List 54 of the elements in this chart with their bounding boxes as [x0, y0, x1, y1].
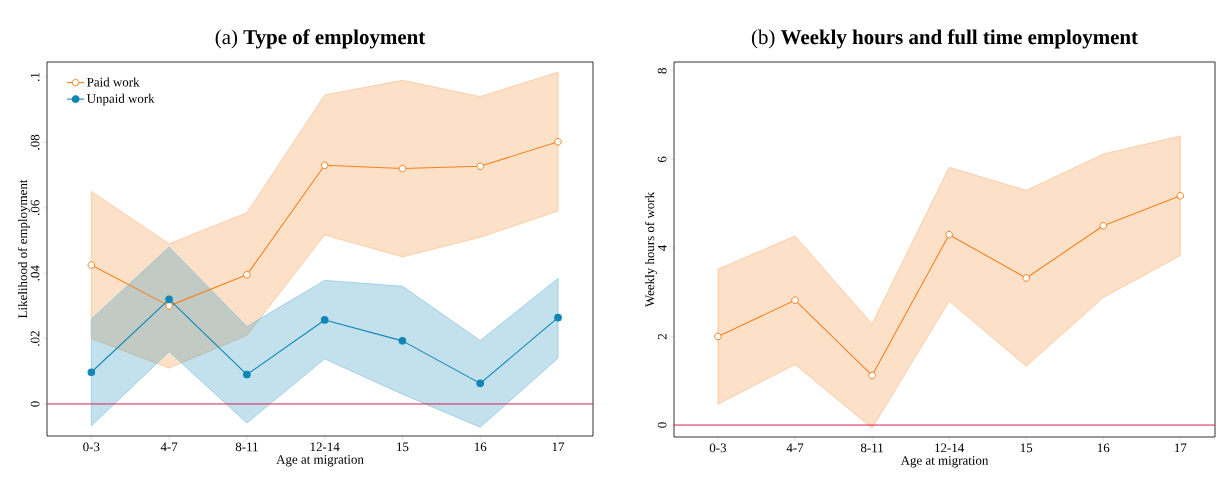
y-tick-label: 4: [657, 244, 667, 251]
point: [165, 302, 173, 310]
point: [320, 316, 329, 324]
x-tick-label: 8-11: [860, 443, 883, 453]
x-tick-label: 15: [397, 442, 409, 452]
y-tick-label: .1: [30, 72, 40, 82]
x-tick-label: 4-7: [160, 442, 178, 452]
y-tick-label: .02: [30, 331, 40, 346]
x-axis-title: Age at migration: [276, 455, 364, 467]
point: [165, 295, 173, 304]
y-tick-label: 0: [30, 401, 40, 407]
y-tick-label: 8: [657, 68, 667, 74]
point: [476, 379, 485, 388]
x-tick-label: 15: [1020, 443, 1033, 453]
x-tick-label: 16: [474, 442, 487, 452]
chart-title: (a) Type of employment: [215, 29, 426, 49]
y-tick-label: .06: [30, 200, 40, 216]
x-tick-label: 0-3: [83, 442, 100, 452]
x-tick-label: 4-7: [786, 443, 804, 453]
point: [1176, 191, 1185, 200]
x-axis-title: Age at migration: [900, 456, 989, 468]
x-tick-label: 8-11: [235, 442, 258, 452]
point: [476, 162, 485, 171]
x-tick-label: 0-3: [709, 443, 727, 453]
y-tick-label: 6: [657, 156, 667, 163]
point: [87, 261, 96, 269]
y-tick-label: .08: [30, 134, 40, 150]
point: [554, 313, 562, 322]
x-tick-label: 12-14: [935, 443, 965, 453]
point: [554, 137, 562, 146]
point: [1022, 274, 1030, 282]
point: [714, 332, 722, 341]
point: [791, 296, 799, 304]
y-tick-label: .04: [30, 265, 40, 281]
point: [87, 368, 96, 377]
point: [243, 370, 251, 379]
point: [1099, 222, 1108, 230]
y-tick-label: 0: [657, 422, 667, 428]
point: [868, 371, 876, 380]
point: [398, 337, 407, 345]
x-tick-label: 17: [1175, 443, 1187, 453]
x-tick-label: 17: [552, 442, 565, 452]
point: [945, 230, 953, 239]
y-axis-title: Weekly hours of work: [644, 191, 657, 308]
legend-label: Unpaid work: [86, 93, 155, 106]
y-tick-label: 2: [657, 333, 667, 340]
chart-title: (b) Weekly hours and full time employment: [751, 29, 1138, 49]
point: [243, 271, 251, 279]
point: [320, 161, 329, 170]
point: [398, 164, 407, 173]
x-tick-label: 12-14: [310, 442, 340, 452]
y-axis-title: Likelihood of employment: [17, 179, 30, 319]
x-tick-label: 16: [1097, 443, 1110, 453]
legend-label: Paid work: [87, 77, 140, 87]
